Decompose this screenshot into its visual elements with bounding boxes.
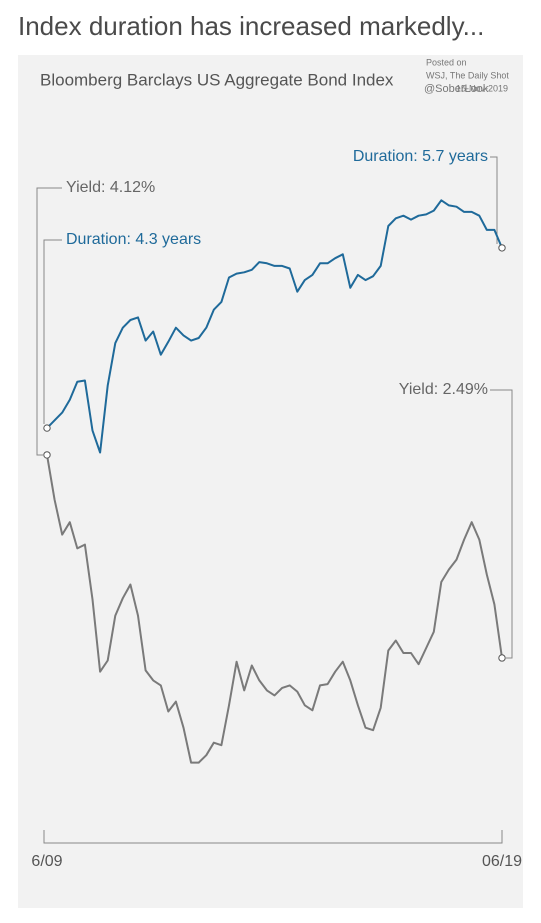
source-text: WSJ, The Daily Shot <box>426 70 509 80</box>
endpoint-marker <box>498 654 506 662</box>
annotation: Yield: 2.49% <box>399 381 488 398</box>
chart-subtitle: Bloomberg Barclays US Aggregate Bond Ind… <box>40 70 394 89</box>
leader-line <box>490 156 498 244</box>
source-text: Posted on <box>426 57 467 67</box>
annotation: Yield: 4.12% <box>66 179 155 196</box>
x-tick-label: 06/19 <box>482 853 522 870</box>
endpoint-marker <box>498 244 506 252</box>
endpoint-marker <box>43 424 51 432</box>
leader-lines <box>36 156 513 844</box>
source-text: 15-Nov-2019 <box>456 83 508 93</box>
leader-line <box>36 187 62 456</box>
annotation: Duration: 4.3 years <box>66 231 201 248</box>
x-axis-line <box>43 830 503 844</box>
annotation: Duration: 5.7 years <box>353 148 488 165</box>
endpoint-marker <box>43 451 51 459</box>
panel <box>18 55 523 908</box>
series-line <box>46 454 503 764</box>
leader-line <box>43 239 62 424</box>
x-tick-label: 6/09 <box>31 853 62 870</box>
chart-title: Index duration has increased markedly... <box>18 11 484 41</box>
series-line <box>46 199 503 454</box>
leader-line <box>490 389 513 659</box>
source-text: @SoberLook <box>424 83 489 95</box>
